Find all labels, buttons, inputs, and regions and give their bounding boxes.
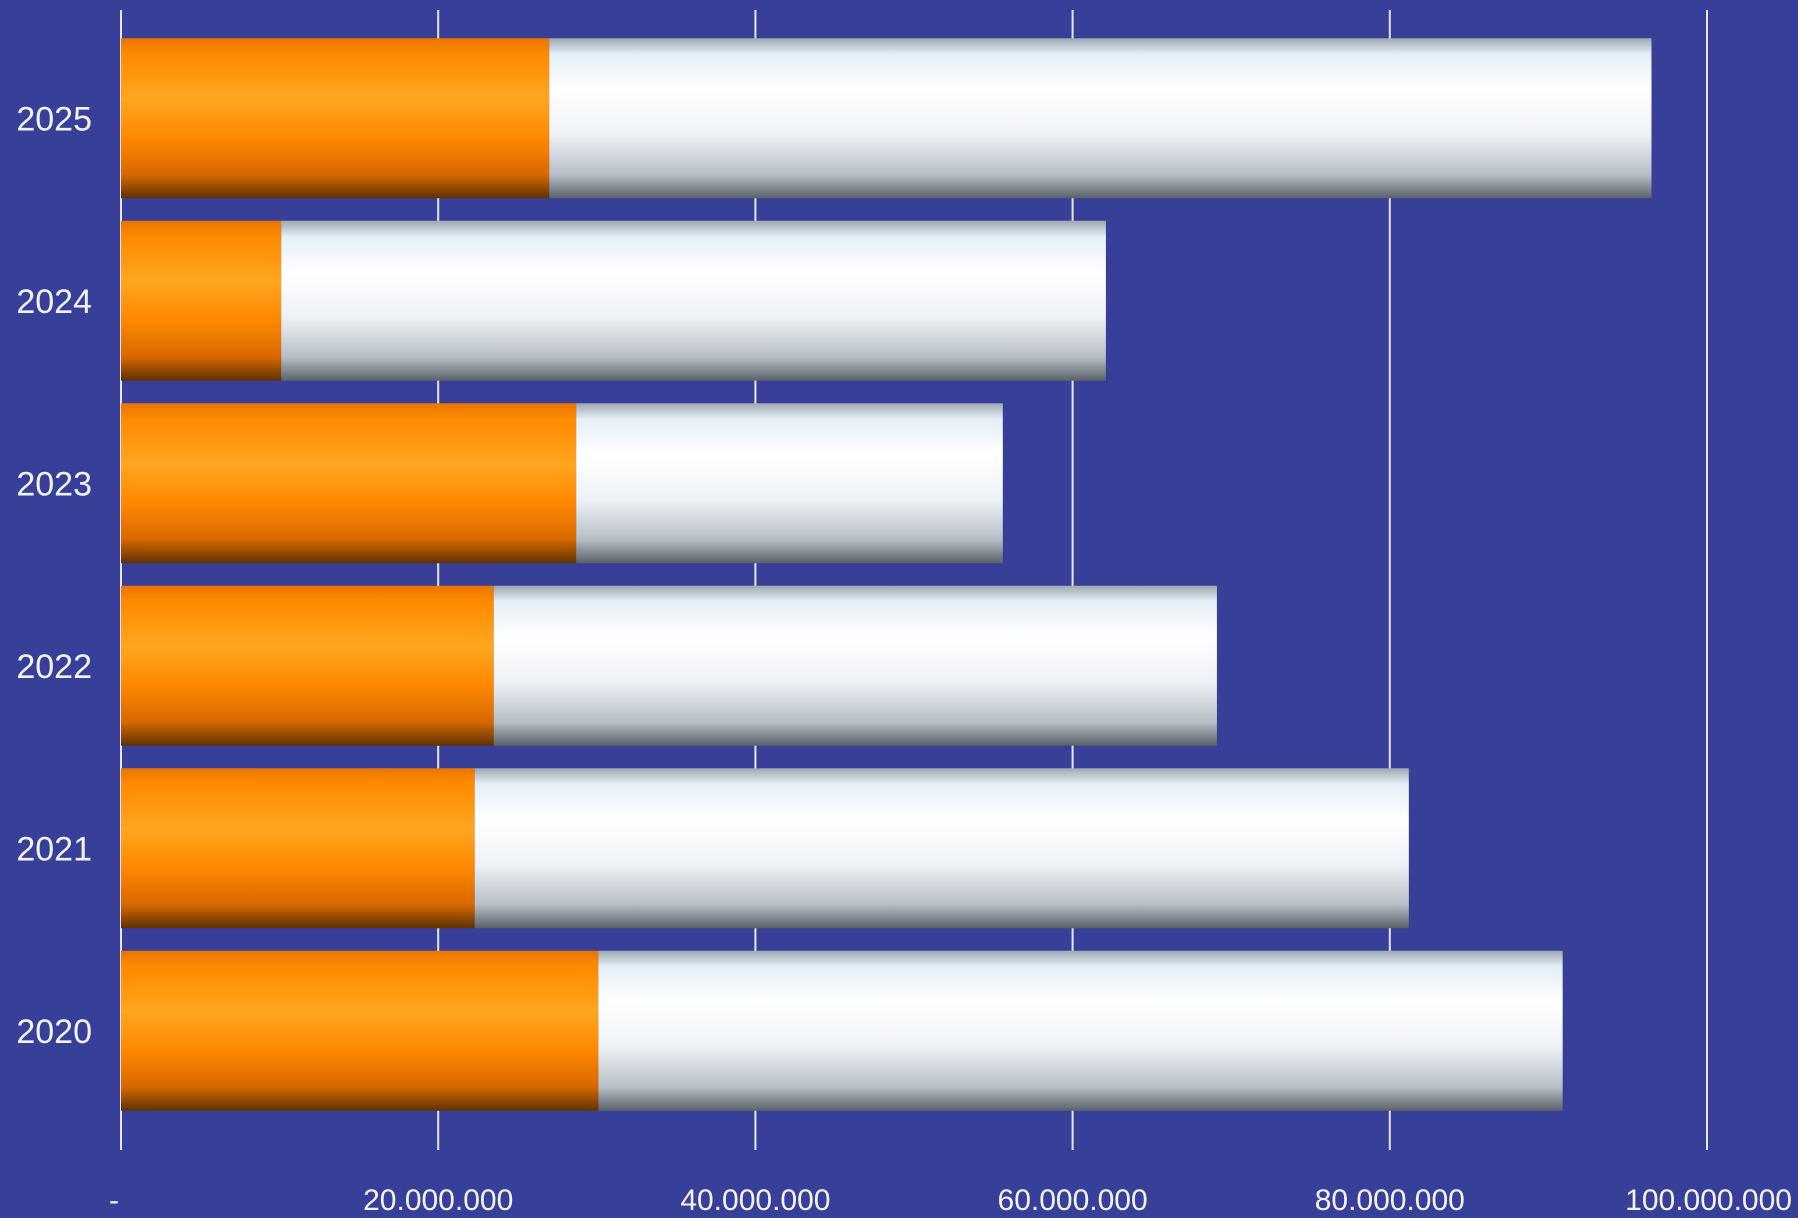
x-tick-label: 40.000.000	[680, 1184, 830, 1217]
bar-2022-segment-2	[493, 585, 1217, 746]
axis-labels: 2020 2021 2022 2023 2024 2025 - 20.000.000 40.00…	[16, 100, 1792, 1217]
bar-2020-segment-2	[598, 950, 1563, 1111]
bar-2021-segment-1	[121, 768, 475, 929]
y-tick-label-2022: 2022	[16, 648, 92, 686]
x-tick-label: 100.000.000	[1625, 1184, 1792, 1217]
y-tick-label-2020: 2020	[16, 1013, 92, 1051]
bar-2025-segment-2	[549, 38, 1652, 199]
y-tick-label-2023: 2023	[16, 465, 92, 503]
bar-2023-segment-1	[121, 403, 577, 564]
bar-2025-segment-1	[121, 38, 550, 199]
bar-2023-segment-2	[576, 403, 1003, 564]
y-tick-label-2024: 2024	[16, 283, 92, 321]
bars	[121, 38, 1652, 1111]
y-tick-label-2025: 2025	[16, 100, 92, 138]
x-tick-label: -	[109, 1184, 119, 1217]
bar-2024-segment-2	[281, 220, 1106, 381]
bar-2024-segment-1	[121, 220, 282, 381]
x-tick-label: 60.000.000	[998, 1184, 1148, 1217]
bar-2020-segment-1	[121, 950, 599, 1111]
bar-2022-segment-1	[121, 585, 494, 746]
bar-2021-segment-2	[474, 768, 1409, 929]
x-tick-label: 80.000.000	[1315, 1184, 1465, 1217]
x-tick-label: 20.000.000	[363, 1184, 513, 1217]
y-tick-label-2021: 2021	[16, 830, 92, 868]
